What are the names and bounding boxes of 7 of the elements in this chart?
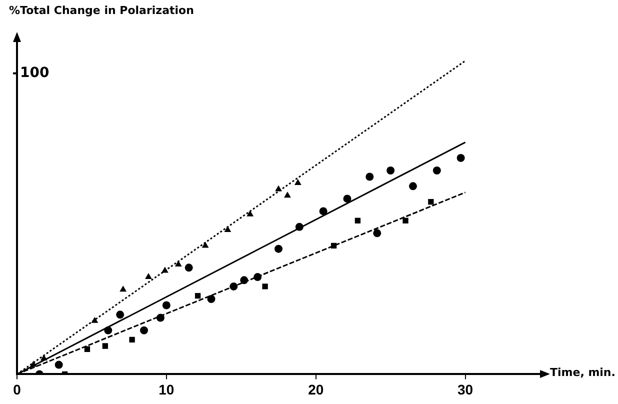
x-tick-label: 20: [308, 381, 324, 398]
x-axis-title: Time, min.: [550, 366, 616, 380]
x-tick-label: 30: [457, 381, 474, 398]
y-axis-title: %Total Change in Polarization: [9, 4, 194, 17]
x-tick-label: 0: [13, 381, 22, 398]
x-tick-label: 10: [158, 381, 174, 398]
annotation: 100: [20, 64, 50, 81]
